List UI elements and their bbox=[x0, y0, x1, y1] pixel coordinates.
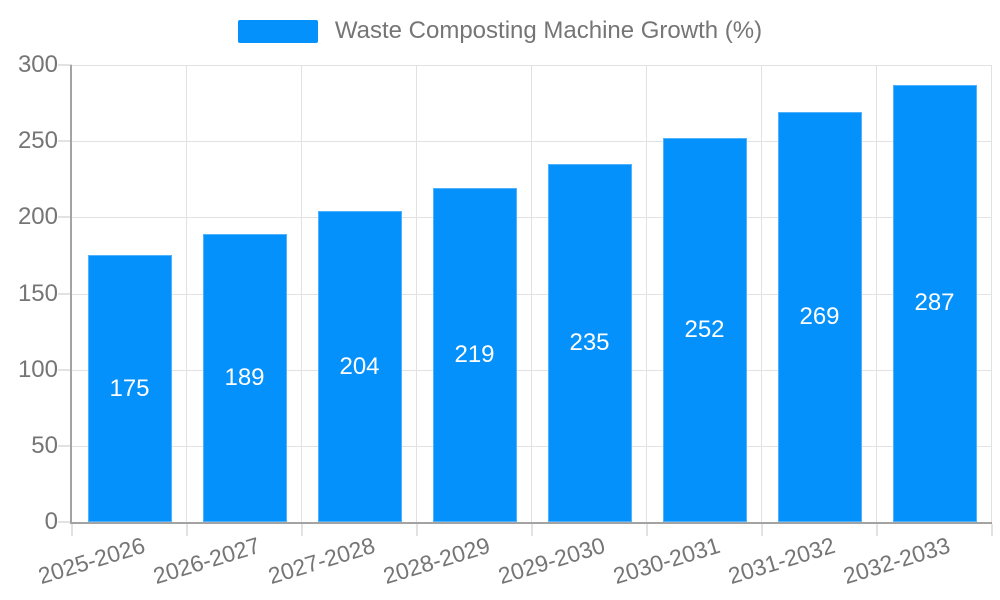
x-tick-mark bbox=[761, 524, 763, 536]
y-tick-mark bbox=[58, 140, 72, 143]
gridline-horizontal bbox=[72, 65, 992, 66]
x-tick-mark bbox=[71, 524, 73, 536]
bar: 189 bbox=[202, 234, 287, 522]
bar: 235 bbox=[547, 164, 632, 522]
y-tick-label: 150 bbox=[17, 279, 58, 307]
y-tick-label: 100 bbox=[17, 355, 58, 383]
gridline-vertical bbox=[991, 65, 992, 522]
bar-value-label: 269 bbox=[799, 303, 840, 331]
gridline-vertical bbox=[646, 65, 647, 522]
y-tick-label: 0 bbox=[44, 508, 58, 535]
bar-value-label: 189 bbox=[224, 364, 265, 392]
bar: 269 bbox=[777, 112, 862, 522]
y-tick-mark bbox=[58, 444, 72, 447]
legend-swatch bbox=[237, 19, 318, 43]
gridline-vertical bbox=[416, 65, 417, 522]
gridline-horizontal bbox=[72, 445, 992, 447]
gridline-horizontal bbox=[72, 217, 992, 219]
x-tick-mark bbox=[646, 524, 648, 536]
bar: 219 bbox=[432, 188, 517, 522]
y-tick-mark bbox=[58, 368, 72, 371]
x-tick-mark bbox=[416, 524, 418, 536]
gridline-vertical bbox=[186, 65, 187, 522]
y-tick-mark bbox=[58, 64, 72, 66]
gridline-vertical bbox=[761, 65, 762, 522]
y-tick-mark bbox=[58, 521, 72, 523]
y-tick-mark bbox=[58, 216, 72, 219]
y-tick-label: 200 bbox=[17, 203, 58, 231]
x-tick-mark bbox=[991, 524, 993, 536]
bar: 204 bbox=[317, 211, 402, 522]
gridline-vertical bbox=[301, 65, 302, 522]
y-axis-line bbox=[70, 65, 72, 524]
y-tick-label: 50 bbox=[31, 431, 58, 459]
bar-value-label: 252 bbox=[684, 316, 725, 344]
bar: 252 bbox=[662, 138, 747, 522]
x-tick-mark bbox=[876, 524, 878, 536]
legend-label: Waste Composting Machine Growth (%) bbox=[334, 17, 763, 44]
bar-value-label: 287 bbox=[914, 289, 955, 317]
x-axis-line bbox=[70, 522, 992, 524]
bar-value-label: 204 bbox=[339, 352, 380, 380]
gridline-horizontal bbox=[72, 141, 992, 143]
gridline-horizontal bbox=[72, 369, 992, 371]
x-tick-mark bbox=[186, 524, 188, 536]
gridline-vertical bbox=[531, 65, 532, 522]
bar-value-label: 235 bbox=[569, 329, 610, 356]
y-tick-label: 300 bbox=[17, 51, 58, 78]
y-tick-label: 250 bbox=[17, 127, 58, 155]
x-tick-mark bbox=[531, 524, 533, 536]
legend-item[interactable]: Waste Composting Machine Growth (%) bbox=[0, 17, 1000, 45]
bar: 175 bbox=[87, 255, 172, 522]
gridline-vertical bbox=[876, 65, 877, 522]
bar-value-label: 219 bbox=[454, 341, 495, 369]
x-tick-mark bbox=[301, 524, 303, 536]
y-tick-mark bbox=[58, 292, 72, 295]
bar-value-label: 175 bbox=[109, 374, 150, 402]
gridline-horizontal bbox=[72, 293, 992, 295]
bar: 287 bbox=[892, 84, 977, 522]
